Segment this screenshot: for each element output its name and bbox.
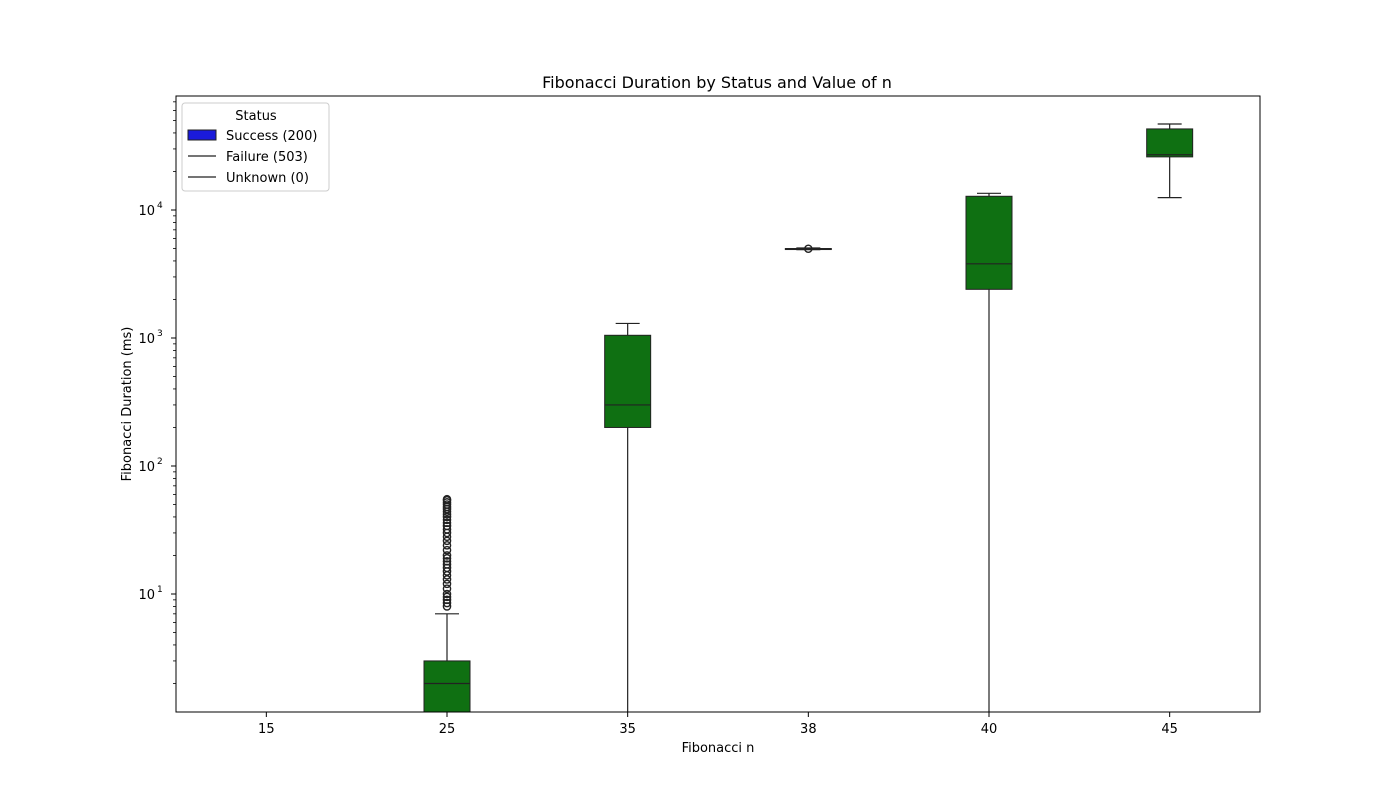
y-tick-exponent: 1	[157, 585, 163, 595]
outlier-point	[804, 244, 813, 254]
boxes-layer	[423, 123, 1194, 713]
legend: Status Success (200) Failure (503) Unknown…	[181, 102, 330, 192]
outlier-point	[442, 579, 452, 589]
box-body	[604, 334, 652, 428]
legend-label: Failure (503)	[226, 150, 308, 165]
box-group-25	[423, 494, 471, 713]
x-ticks-layer: 15 25 35 38 40 45	[258, 712, 1178, 737]
box-group-35	[604, 322, 652, 712]
outlier-point	[442, 554, 452, 563]
x-tick-label: 40	[981, 722, 998, 737]
legend-label: Success (200)	[226, 129, 317, 144]
box-group-45	[1146, 123, 1194, 199]
x-tick-label: 35	[619, 722, 636, 737]
outlier-point	[442, 595, 452, 605]
outlier-point	[442, 515, 452, 525]
y-tick-exponent: 2	[157, 457, 163, 467]
legend-entries: Success (200) Failure (503) Unknown (0)	[187, 129, 317, 186]
box-body	[423, 660, 471, 713]
y-axis-label: Fibonacci Duration (ms)	[120, 327, 135, 482]
plot-area-frame	[175, 95, 1261, 713]
outlier-point	[442, 521, 452, 531]
box-body	[965, 195, 1013, 290]
x-tick-label: 15	[258, 722, 275, 737]
outlier-point	[442, 589, 452, 599]
outlier-point	[442, 557, 452, 566]
box-group-40	[965, 192, 1013, 712]
legend-label: Unknown (0)	[226, 171, 309, 186]
outlier-point	[442, 536, 452, 546]
outlier-point	[442, 560, 452, 569]
outlier-point	[442, 545, 452, 555]
chart-title: Fibonacci Duration by Status and Value o…	[542, 73, 892, 92]
y-tick-label: 10	[138, 460, 155, 475]
x-tick-label: 45	[1161, 722, 1178, 737]
outlier-point	[442, 551, 452, 560]
outlier-point	[442, 598, 452, 608]
box-group-38	[784, 244, 832, 254]
legend-symbol	[187, 129, 217, 141]
legend-frame	[181, 102, 330, 192]
legend-patch	[187, 129, 217, 141]
x-axis-label: Fibonacci n	[682, 741, 755, 756]
outlier-point	[442, 541, 452, 550]
outlier-point	[442, 584, 452, 594]
x-tick-label: 38	[800, 722, 817, 737]
y-tick-exponent: 4	[157, 201, 163, 211]
y-tick-exponent: 3	[157, 329, 163, 339]
outlier-point	[442, 518, 452, 528]
y-tick-label: 10	[138, 332, 155, 347]
outlier-point	[442, 494, 452, 504]
y-tick-label: 10	[138, 204, 155, 219]
x-tick-label: 25	[439, 722, 456, 737]
legend-title: Status	[235, 109, 277, 124]
y-tick-label: 10	[138, 588, 155, 603]
box-body	[1146, 128, 1194, 158]
outlier-point	[442, 575, 452, 584]
outlier-point	[442, 592, 452, 602]
